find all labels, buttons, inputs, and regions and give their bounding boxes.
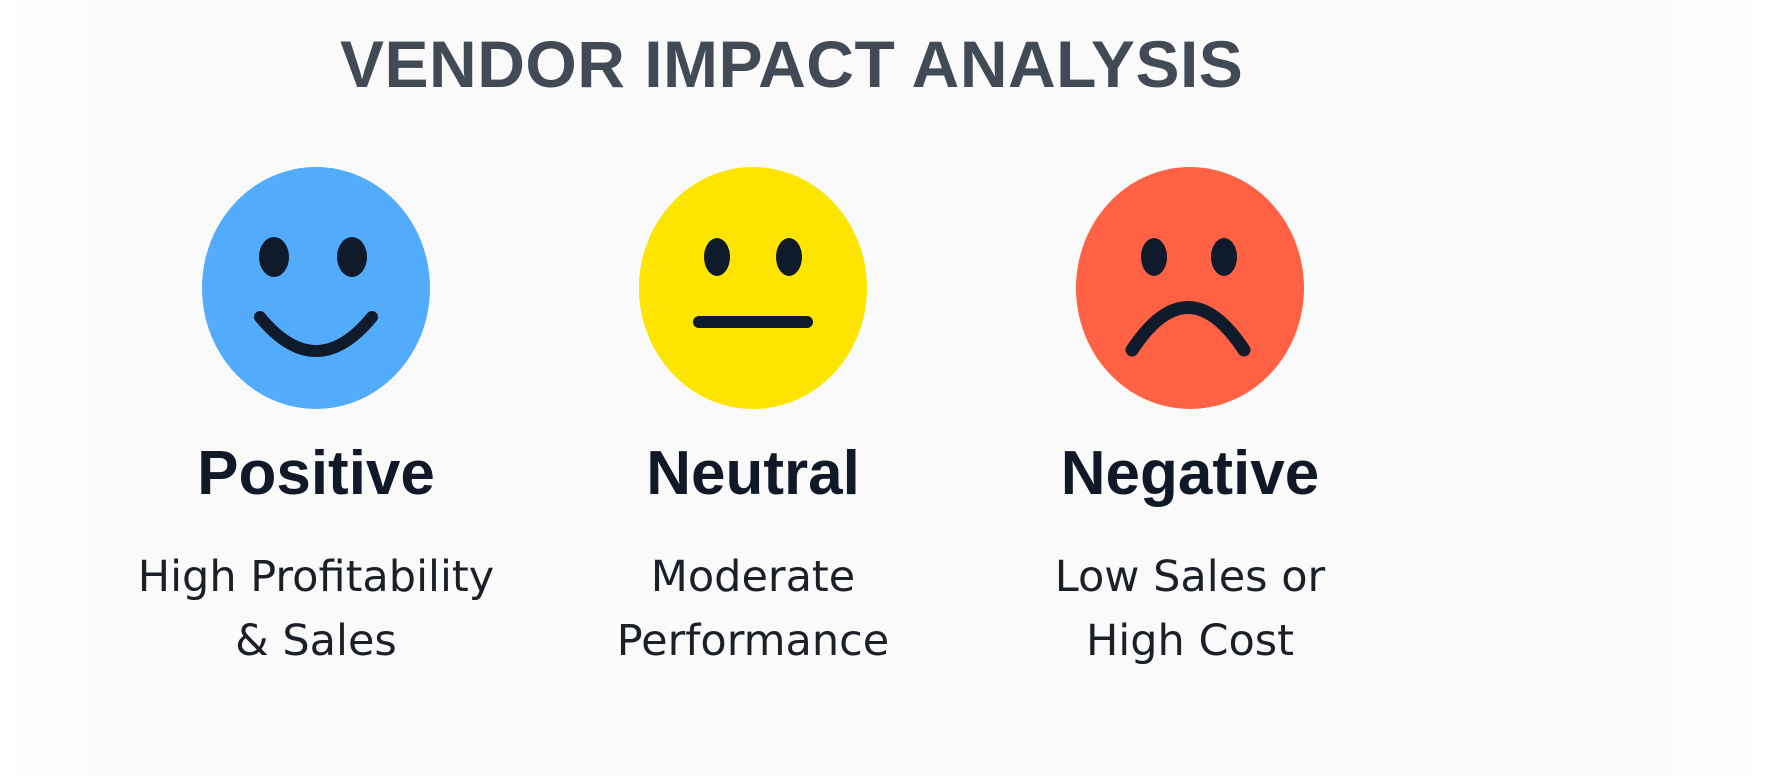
description-line: & Sales [235,616,397,666]
diagram-title: VENDOR IMPACT ANALYSIS [340,27,1244,101]
description-line: Low Sales or [1054,552,1326,602]
frowning-face-icon [1076,167,1304,409]
right-eye [776,238,802,276]
left-eye [259,237,289,277]
impact-label-neutral: Neutral [646,439,860,508]
impact-card-neutral: Neutral Moderate Performance [543,165,963,725]
right-eye [1211,238,1237,276]
impact-card-positive: Positive High Profitability & Sales [106,165,526,725]
impact-description-negative: Low Sales or High Cost [980,545,1400,673]
face-circle-positive [202,167,430,409]
smile-mouth [254,311,378,357]
impact-label-negative: Negative [1060,439,1320,508]
impact-description-neutral: Moderate Performance [543,545,963,673]
description-line: High Profitability [137,552,495,602]
description-line: Moderate [650,552,856,602]
frown-mouth [1125,301,1251,357]
description-line: High Cost [1085,616,1295,666]
left-eye [704,238,730,276]
impact-card-negative: Negative Low Sales or High Cost [980,165,1400,725]
impact-label-positive: Positive [197,439,435,508]
neutral-face-icon [639,167,867,409]
left-eye [1141,238,1167,276]
face-circle-neutral [639,167,867,409]
impact-description-positive: High Profitability & Sales [106,545,526,673]
smiling-face-icon [202,167,430,409]
description-line: Performance [616,616,890,666]
right-eye [337,237,367,277]
face-circle-negative [1076,167,1304,409]
